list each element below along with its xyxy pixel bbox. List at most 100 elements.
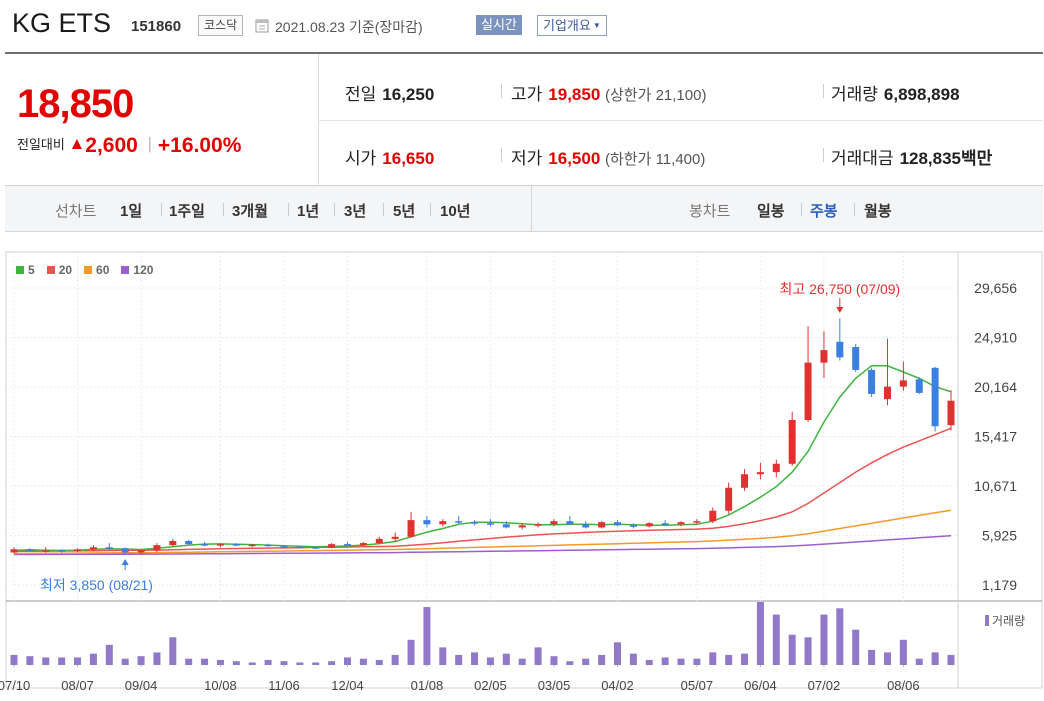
- candle-body: [455, 521, 463, 523]
- candle-body: [915, 379, 923, 393]
- volume-bar: [455, 654, 463, 665]
- tab-3years[interactable]: 3년: [344, 203, 367, 220]
- tab-daily[interactable]: 일봉: [757, 203, 785, 220]
- x-tick-label: 11/06: [268, 678, 300, 693]
- y-tick-label: 1,179: [982, 577, 1017, 593]
- quote-panel: 18,850 전일대비 ▲2,600 | +16.00% 전일 16,250 고가 1…: [5, 52, 1043, 186]
- legend-item-ma60: 60: [84, 263, 109, 277]
- stock-chart: 07/10 08/07 09/04 10/08 11/06 12/04 01/08 02/05…: [0, 251, 1043, 693]
- candle-body: [598, 522, 606, 528]
- tab-monthly[interactable]: 월봉: [864, 203, 892, 220]
- candle-body: [359, 543, 367, 546]
- x-tick-label: 01/08: [411, 678, 444, 693]
- candle-body: [280, 546, 288, 548]
- high-label: 고가: [511, 85, 543, 104]
- volume-bar: [915, 658, 923, 665]
- high-value: 19,850: [548, 85, 601, 104]
- prev-close: 전일 16,250: [345, 80, 434, 105]
- tab-1day[interactable]: 1일: [120, 203, 143, 220]
- candle-body: [74, 549, 82, 551]
- caret-down-icon: ▼: [592, 21, 601, 30]
- upper-limit: (상한가 21,100): [605, 87, 707, 104]
- volume-bar: [693, 658, 701, 665]
- company-overview-label: 기업개요: [543, 18, 591, 33]
- legend-item-ma120: 120: [121, 263, 153, 277]
- volume-bar: [566, 661, 574, 665]
- volume-bar: [201, 658, 209, 665]
- candle-body: [852, 346, 860, 370]
- candle-body: [518, 525, 526, 528]
- divider: [823, 148, 824, 162]
- candle-body: [423, 520, 431, 525]
- candle-body: [121, 548, 129, 553]
- candle-body: [741, 474, 749, 488]
- volume-bar: [931, 652, 939, 665]
- low-value: 16,500: [548, 149, 601, 168]
- high-arrow-head: [836, 307, 844, 313]
- moving-average-ma120: [14, 535, 952, 556]
- tab-weekly[interactable]: 주봉: [810, 203, 838, 220]
- volume-bar: [439, 647, 447, 665]
- tab-1year[interactable]: 1년: [297, 203, 320, 220]
- volume-bar: [105, 644, 113, 665]
- candle-body: [375, 538, 383, 544]
- volume-bar: [10, 654, 18, 665]
- legend-item-ma5: 5: [16, 263, 35, 277]
- volume-bar: [836, 608, 844, 665]
- candle-body: [344, 544, 352, 546]
- candle-body: [788, 419, 796, 464]
- candle-body: [471, 522, 479, 524]
- y-tick-label: 5,925: [982, 528, 1017, 544]
- tab-1week[interactable]: 1주일: [169, 203, 205, 220]
- volume-bar: [899, 639, 907, 665]
- high-annotation: 최고 26,750 (07/09): [779, 281, 900, 297]
- tab-3months[interactable]: 3개월: [232, 203, 268, 220]
- divider: [854, 203, 855, 216]
- volume: 거래량 6,898,898: [831, 80, 960, 105]
- candle-body: [407, 520, 415, 537]
- candle-body: [296, 546, 304, 549]
- divider: [288, 203, 289, 216]
- candle-body: [391, 536, 399, 539]
- volume-bar: [613, 642, 621, 665]
- amount-value: 128,835: [899, 149, 962, 168]
- moving-average-ma60: [13, 509, 952, 555]
- candle-body: [947, 400, 955, 426]
- volume-bar: [185, 658, 193, 665]
- candle-body: [756, 472, 764, 475]
- volume-bar: [883, 652, 891, 665]
- volume-bar: [407, 639, 415, 665]
- tab-10years[interactable]: 10년: [440, 203, 471, 220]
- line-chart-label: 선차트: [55, 203, 97, 220]
- volume-bar: [947, 654, 955, 665]
- candle-body: [42, 550, 50, 552]
- divider: [823, 84, 824, 98]
- divider: [383, 203, 384, 216]
- volume-bar: [550, 656, 558, 665]
- volume-bar: [264, 659, 272, 665]
- company-overview-button[interactable]: 기업개요 ▼: [537, 15, 607, 36]
- x-tick-label: 05/07: [681, 678, 714, 693]
- volume-bar: [725, 654, 733, 665]
- volume-value: 6,898,898: [883, 85, 960, 104]
- open-value: 16,650: [382, 149, 435, 168]
- x-tick-label: 12/04: [331, 678, 364, 693]
- candle-body: [216, 544, 224, 546]
- divider: [801, 203, 802, 216]
- y-tick-label: 10,671: [974, 478, 1017, 494]
- low-label: 저가: [511, 149, 543, 168]
- divider: |: [147, 134, 152, 153]
- volume-legend-swatch: [985, 615, 989, 626]
- tab-5years[interactable]: 5년: [393, 203, 416, 220]
- volume-bar: [344, 657, 352, 665]
- legend-swatch: [84, 266, 93, 274]
- x-tick-label: 03/05: [538, 678, 571, 693]
- volume-bar: [391, 654, 399, 665]
- realtime-button[interactable]: 실시간: [476, 15, 522, 35]
- high-price: 고가 19,850 (상한가 21,100): [511, 80, 706, 105]
- market-badge: 코스닥: [198, 15, 244, 36]
- x-tick-label: 07/10: [0, 678, 30, 693]
- legend-label: 120: [133, 263, 154, 277]
- candle-body: [868, 369, 876, 394]
- prev-value: 16,250: [382, 85, 435, 104]
